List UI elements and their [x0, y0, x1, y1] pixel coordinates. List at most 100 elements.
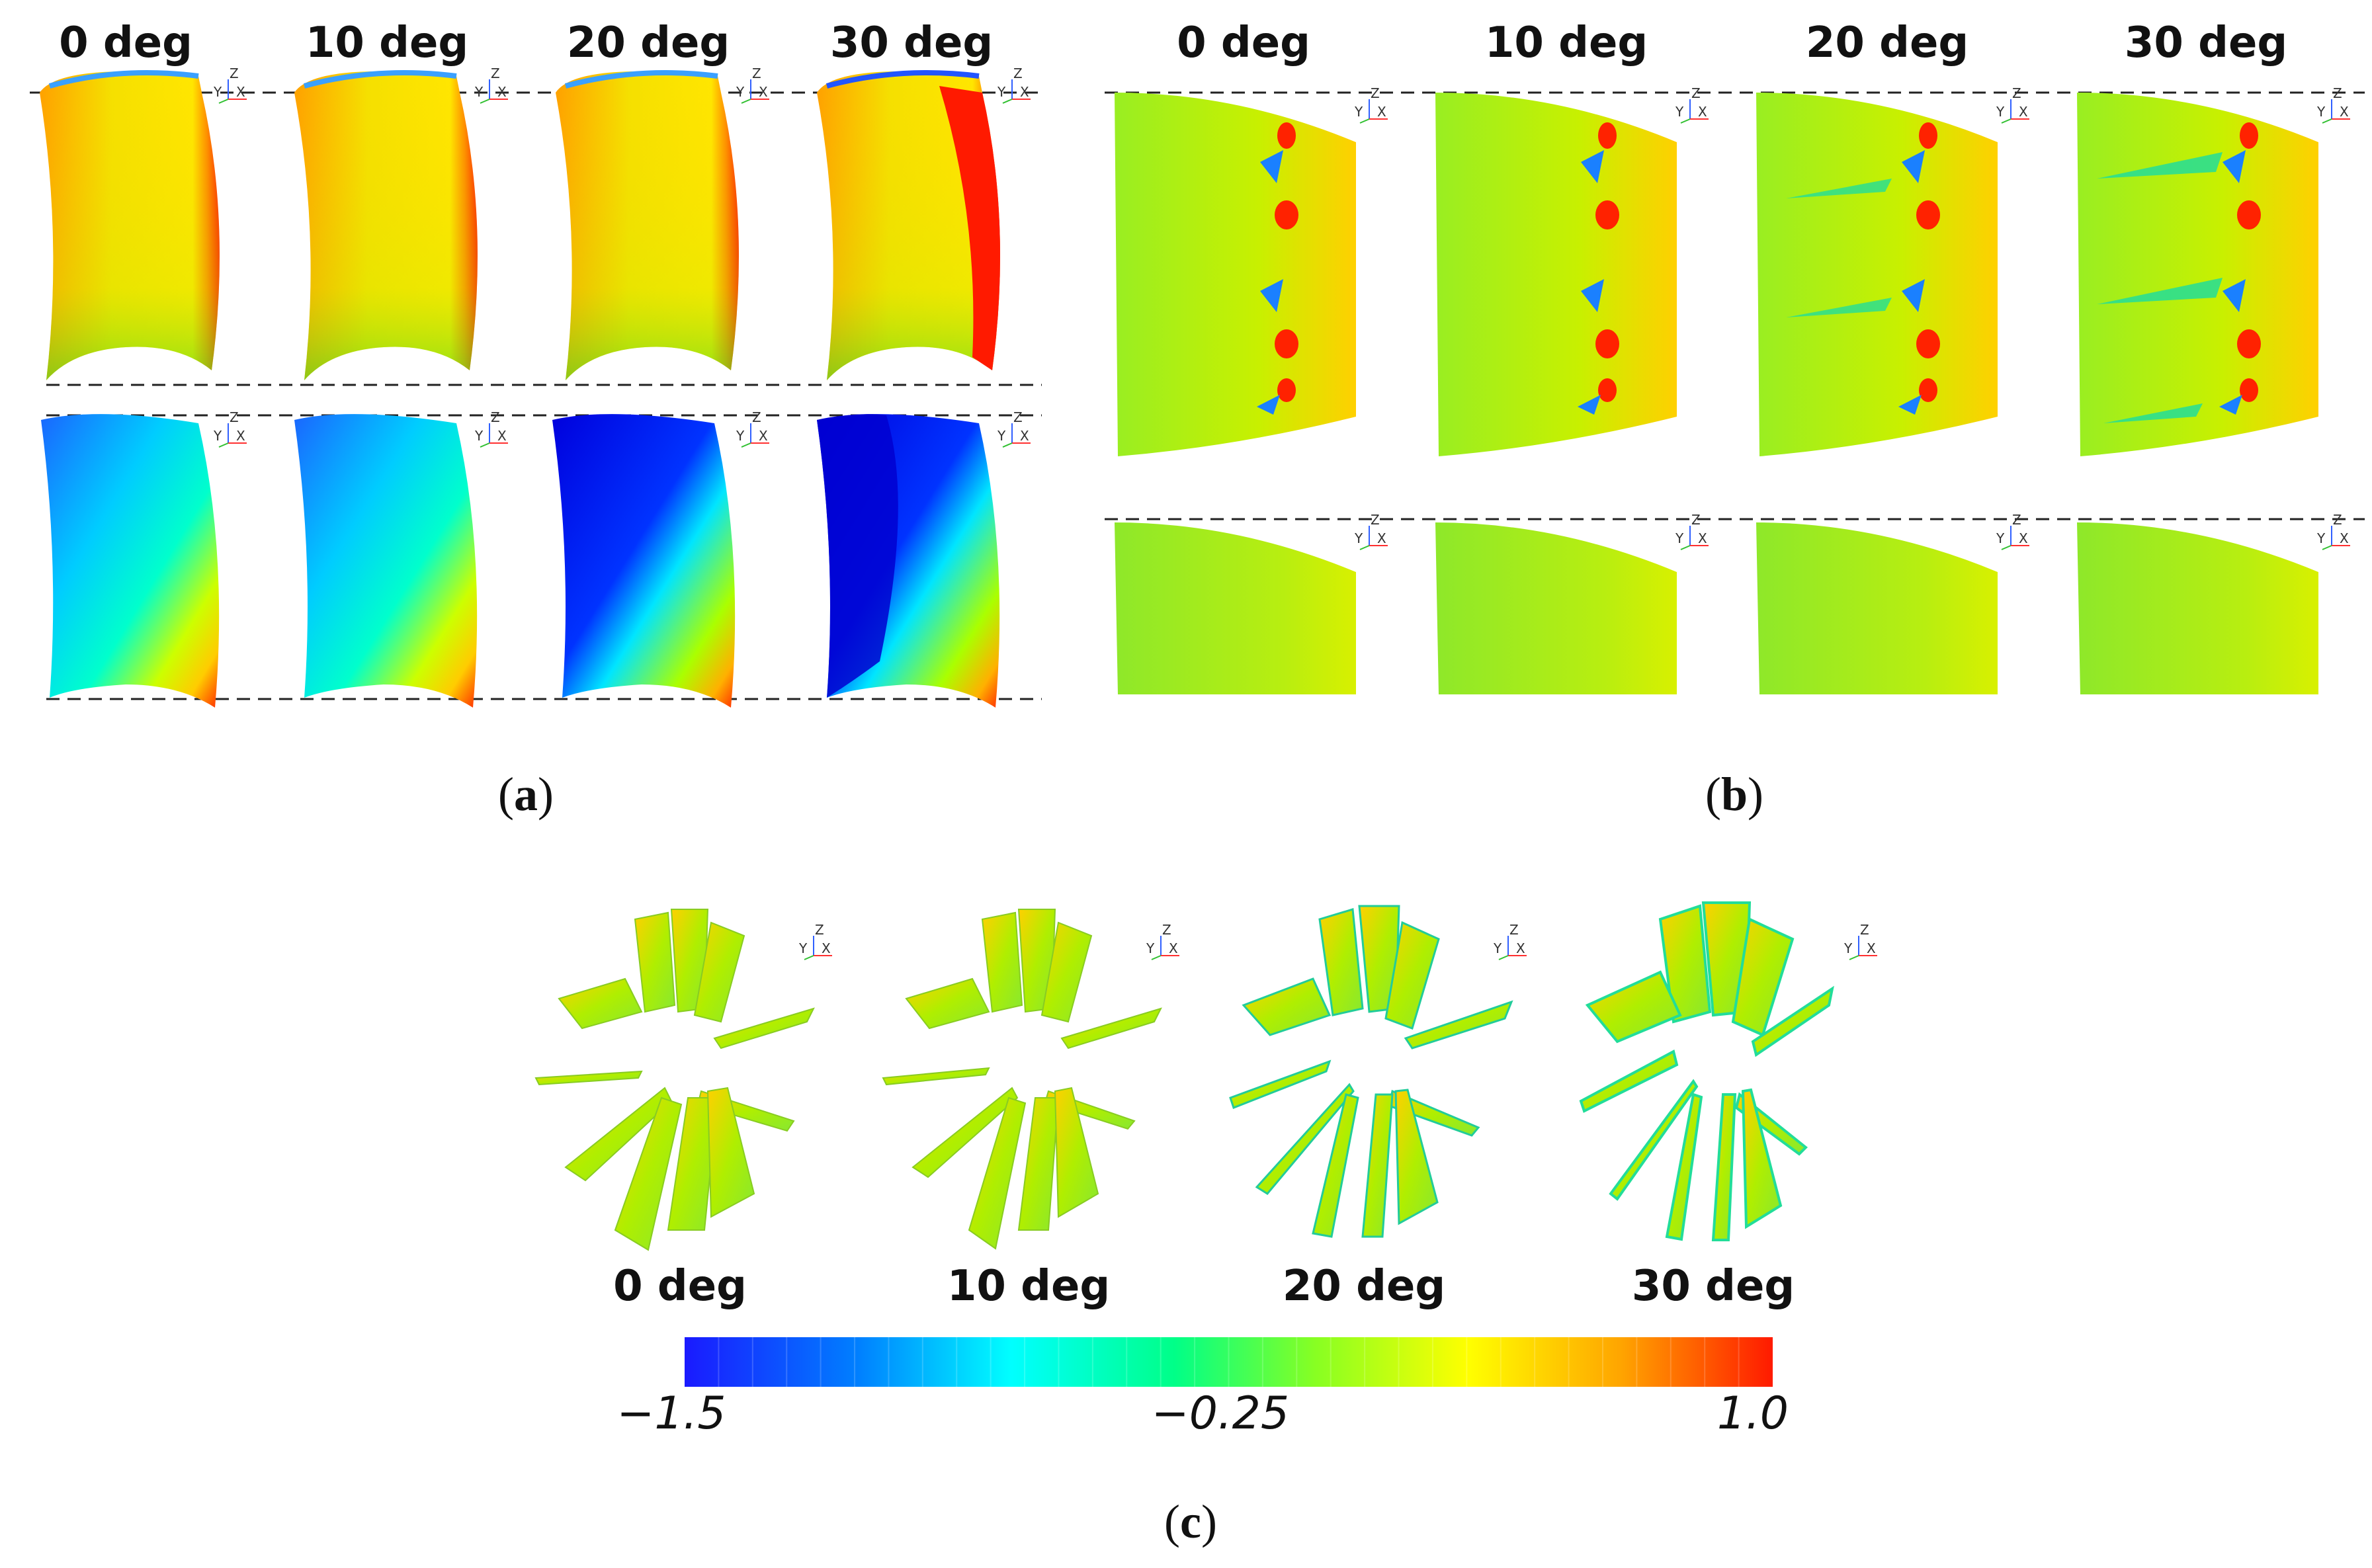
svg-text:X: X	[759, 84, 768, 100]
axis-triad-icon: ZY X	[474, 409, 508, 448]
axis-triad-icon: ZY X	[1146, 922, 1179, 960]
shroud-view-30deg	[2077, 93, 2318, 456]
svg-text:Y: Y	[736, 84, 745, 100]
svg-text:Y: Y	[213, 428, 222, 444]
colorbar-max-label: 1.0	[1717, 1387, 1789, 1440]
panel-a-header-1: 10 deg	[306, 19, 468, 67]
blade-surface-10deg-bottom	[294, 414, 478, 708]
svg-text:Y: Y	[1493, 940, 1502, 956]
svg-text:Z: Z	[230, 409, 239, 425]
axis-triads: ZY XZY XZY XZY XZY XZY XZY XZY XZY XZY XZY XZY XZY XZ…	[213, 65, 2350, 960]
blade-surface-30deg-top	[817, 70, 1000, 380]
svg-text:X: X	[822, 940, 831, 956]
svg-text:Z: Z	[752, 409, 761, 425]
svg-text:X: X	[236, 84, 245, 100]
panel-a-top-blades	[40, 70, 1000, 380]
axis-triad-icon: ZY X	[474, 65, 508, 104]
panel-a-caption: (a)	[498, 768, 554, 821]
svg-text:Y: Y	[736, 428, 745, 444]
svg-text:Y: Y	[2316, 530, 2326, 546]
svg-text:X: X	[2019, 530, 2028, 546]
rotor-view-10deg	[882, 909, 1162, 1250]
colorbar-segments	[718, 1337, 1740, 1387]
panel-a-header-3: 30 deg	[830, 19, 993, 67]
svg-text:Z: Z	[1371, 512, 1380, 528]
svg-text:X: X	[759, 428, 768, 444]
svg-text:X: X	[497, 84, 507, 100]
panel-b-header-1: 10 deg	[1485, 19, 1648, 67]
panel-b-header-2: 20 deg	[1806, 19, 1969, 67]
panel-b-top-views	[1115, 93, 2318, 456]
rotor-view-20deg	[1229, 905, 1513, 1238]
blade-surface-20deg-top	[556, 70, 739, 380]
svg-text:X: X	[1020, 428, 1029, 444]
axis-triad-icon: ZY X	[213, 409, 247, 448]
svg-text:Y: Y	[1675, 530, 1684, 546]
shroud-view-0deg	[1115, 93, 1356, 456]
svg-text:X: X	[1377, 104, 1386, 120]
svg-text:Z: Z	[2012, 512, 2021, 528]
colorbar-mid-label: −0.25	[1152, 1387, 1289, 1440]
svg-text:X: X	[1698, 530, 1707, 546]
svg-text:Y: Y	[1996, 104, 2005, 120]
svg-text:X: X	[1698, 104, 1707, 120]
axis-triad-icon: ZY X	[2316, 85, 2350, 124]
svg-text:X: X	[497, 428, 507, 444]
axis-triad-icon: ZY X	[1843, 922, 1877, 960]
hub-view-10deg	[1435, 522, 1677, 694]
svg-text:X: X	[1516, 940, 1525, 956]
axis-triad-icon: ZY X	[2316, 512, 2350, 550]
panel-b-header-3: 30 deg	[2125, 19, 2287, 67]
colorbar: −1.5 −0.25 1.0	[616, 1337, 1789, 1440]
svg-text:Z: Z	[1509, 922, 1519, 938]
blade-surface-30deg-bottom	[817, 414, 1000, 708]
hub-view-30deg	[2077, 522, 2318, 694]
svg-text:X: X	[2340, 104, 2349, 120]
svg-text:Z: Z	[2012, 85, 2021, 101]
panel-a-bottom-blades	[41, 414, 1000, 708]
panel-c-header-3: 30 deg	[1632, 1262, 1795, 1311]
svg-text:X: X	[1867, 940, 1876, 956]
svg-text:Y: Y	[213, 84, 222, 100]
panel-b-bottom-views	[1115, 522, 2318, 694]
svg-text:Z: Z	[1371, 85, 1380, 101]
svg-text:Y: Y	[1354, 530, 1363, 546]
svg-text:X: X	[1377, 530, 1386, 546]
svg-text:Y: Y	[997, 428, 1006, 444]
shroud-view-20deg	[1756, 93, 1998, 456]
svg-text:Z: Z	[491, 409, 500, 425]
svg-text:X: X	[2340, 530, 2349, 546]
svg-text:Y: Y	[474, 84, 484, 100]
panel-b-header-0: 0 deg	[1177, 19, 1310, 67]
axis-triad-icon: ZY X	[997, 409, 1031, 448]
axis-triad-icon: ZY X	[736, 409, 769, 448]
svg-text:Y: Y	[997, 84, 1006, 100]
rotor-view-0deg	[534, 909, 815, 1251]
svg-text:Y: Y	[798, 940, 808, 956]
panel-c-header-1: 10 deg	[947, 1262, 1110, 1311]
svg-text:Y: Y	[1996, 530, 2005, 546]
panel-b: 0 deg 10 deg 20 deg 30 deg	[1105, 19, 2365, 821]
hub-view-0deg	[1115, 522, 1356, 694]
axis-triad-icon: ZY X	[997, 65, 1031, 104]
panel-c-header-0: 0 deg	[613, 1262, 747, 1311]
axis-triad-icon: ZY X	[1675, 85, 1709, 124]
svg-text:Z: Z	[491, 65, 500, 81]
svg-text:X: X	[1169, 940, 1178, 956]
svg-text:Y: Y	[1146, 940, 1155, 956]
rotor-view-30deg	[1579, 901, 1834, 1241]
axis-triad-icon: ZY X	[798, 922, 832, 960]
svg-text:Z: Z	[1860, 922, 1869, 938]
svg-text:X: X	[236, 428, 245, 444]
axis-triad-icon: ZY X	[1996, 512, 2029, 550]
svg-text:X: X	[1020, 84, 1029, 100]
svg-text:Z: Z	[2333, 85, 2342, 101]
blade-surface-20deg-bottom	[552, 414, 736, 708]
svg-text:X: X	[2019, 104, 2028, 120]
colorbar-gradient	[685, 1337, 1773, 1387]
panel-b-caption: (b)	[1705, 768, 1763, 821]
blade-surface-10deg-top	[294, 70, 478, 380]
colorbar-min-label: −1.5	[616, 1387, 726, 1440]
panel-a-header-0: 0 deg	[59, 19, 192, 67]
